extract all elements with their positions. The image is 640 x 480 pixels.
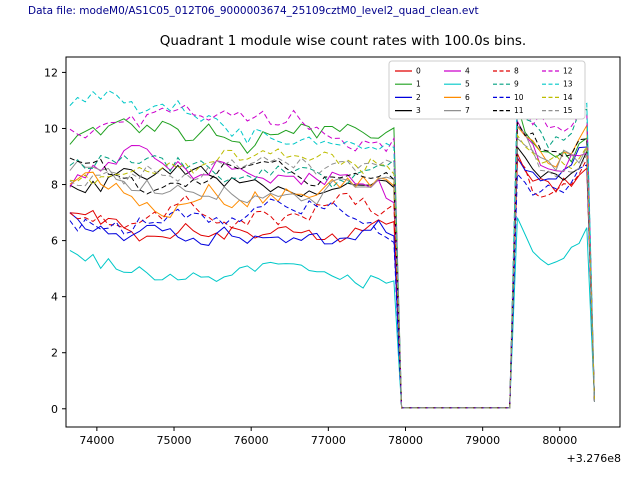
series-line-13	[69, 87, 595, 409]
legend-label-15: 15	[563, 106, 573, 115]
x-tick-label: 74000	[79, 434, 114, 447]
axes: 74000 75000 76000 77000 78000 79000 80000 0 2 4 6 8…	[44, 56, 621, 447]
x-tick-label: 77000	[311, 434, 346, 447]
plot-border	[65, 56, 621, 428]
y-tick-label: 0	[51, 403, 58, 416]
series-line-12	[69, 95, 595, 409]
series-line-15	[69, 137, 595, 409]
legend-label-14: 14	[563, 93, 573, 102]
legend-label-5: 5	[465, 80, 470, 89]
legend-label-4: 4	[465, 67, 470, 76]
x-tick-label: 80000	[542, 434, 577, 447]
legend-label-1: 1	[416, 80, 421, 89]
y-tick-label: 2	[51, 347, 58, 360]
legend-label-10: 10	[514, 93, 524, 102]
y-tick-label: 6	[51, 235, 58, 248]
datafile-path-label: Data file: modeM0/AS1C05_012T06_90000036…	[28, 5, 479, 17]
series-line-14	[69, 133, 595, 409]
series-layer	[69, 87, 595, 409]
legend-label-8: 8	[514, 67, 519, 76]
legend-label-11: 11	[514, 106, 524, 115]
chart-title: Quadrant 1 module wise count rates with …	[160, 33, 526, 49]
legend-box	[388, 60, 586, 120]
y-tick-label: 10	[44, 122, 58, 135]
legend-label-0: 0	[416, 67, 421, 76]
legend-label-12: 12	[563, 67, 573, 76]
x-axis-offset-label: +3.276e8	[567, 452, 621, 465]
legend-label-2: 2	[416, 93, 421, 102]
x-tick-label: 78000	[388, 434, 423, 447]
legend-label-3: 3	[416, 106, 421, 115]
series-line-5	[69, 217, 595, 409]
series-line-8	[69, 157, 595, 409]
x-tick-label: 76000	[234, 434, 269, 447]
y-tick-label: 8	[51, 179, 58, 192]
x-tick-label: 79000	[465, 434, 500, 447]
legend-label-6: 6	[465, 93, 470, 102]
y-tick-label: 4	[51, 291, 58, 304]
legend-label-9: 9	[514, 80, 519, 89]
legend-label-7: 7	[465, 106, 470, 115]
y-tick-label: 12	[44, 66, 58, 79]
x-tick-label: 75000	[157, 434, 192, 447]
legend-label-13: 13	[563, 80, 573, 89]
